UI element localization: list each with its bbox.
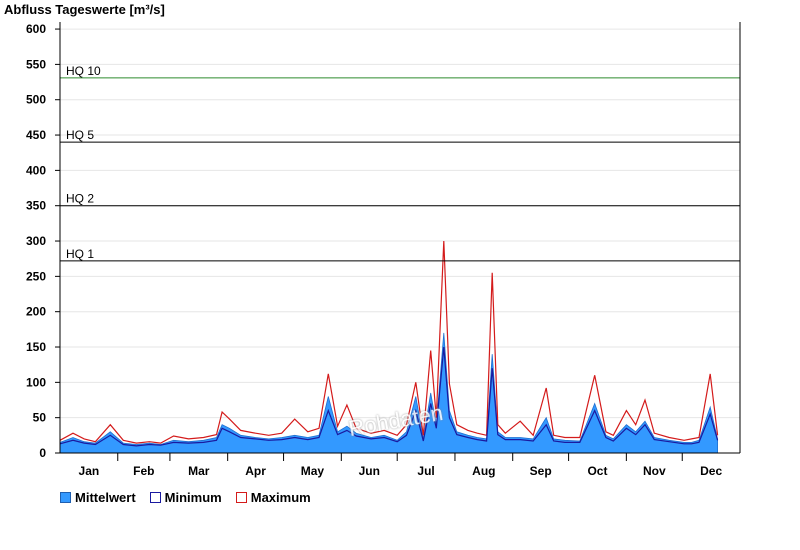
axis-layer: 0 50 100 150 200 250 300 350 400 450 500 550 600 Jan F… [26,22,741,478]
x-tick-label-mar: Mar [188,464,210,478]
x-tick-label-sep: Sep [530,464,552,478]
x-tick-label-jul: Jul [417,464,434,478]
x-tick-label-apr: Apr [245,464,266,478]
legend-item-max: Maximum [235,490,311,505]
chart-title: Abfluss Tageswerte [m³/s] [4,2,165,17]
threshold-label-hq5: HQ 5 [66,128,94,142]
series-line-minimum [59,346,719,447]
y-tick-label-400: 400 [26,163,46,177]
legend-swatch-max [235,492,247,503]
series-line-maximum [59,240,719,444]
legend-item-min: Minimum [149,490,222,505]
legend-label-mean: Mittelwert [75,490,136,505]
y-tick-label-500: 500 [26,93,46,107]
y-tick-label-300: 300 [26,234,46,248]
y-tick-label-100: 100 [26,375,46,389]
threshold-layer: HQ 1 HQ 2 HQ 5 HQ 10 [60,64,740,262]
legend-swatch-mean [60,492,71,503]
data-layer [59,240,719,454]
y-tick-label-200: 200 [26,305,46,319]
x-tick-label-feb: Feb [133,464,154,478]
grid-layer [60,28,740,419]
x-tick-label-oct: Oct [587,464,607,478]
x-tick-label-dec: Dec [700,464,722,478]
y-tick-label-50: 50 [33,411,47,425]
y-tick-label-600: 600 [26,22,46,36]
x-tick-label-nov: Nov [643,464,666,478]
x-tick-label-may: May [301,464,325,478]
y-tick-label-0: 0 [39,446,46,460]
x-tick-label-jun: Jun [359,464,380,478]
y-tick-label-250: 250 [26,269,46,283]
threshold-label-hq2: HQ 2 [66,192,94,206]
legend-swatch-min [149,492,161,503]
legend-label-min: Minimum [164,490,222,505]
y-tick-label-150: 150 [26,340,46,354]
legend-label-max: Maximum [250,490,311,505]
threshold-label-hq1: HQ 1 [66,247,94,261]
y-tick-label-450: 450 [26,128,46,142]
y-tick-label-350: 350 [26,199,46,213]
y-tick-label-550: 550 [26,57,46,71]
x-tick-label-jan: Jan [79,464,100,478]
threshold-label-hq10: HQ 10 [66,64,101,78]
legend-item-mean: Mittelwert [60,490,136,505]
x-tick-label-aug: Aug [472,464,495,478]
legend: Mittelwert Minimum Maximum [60,490,311,505]
